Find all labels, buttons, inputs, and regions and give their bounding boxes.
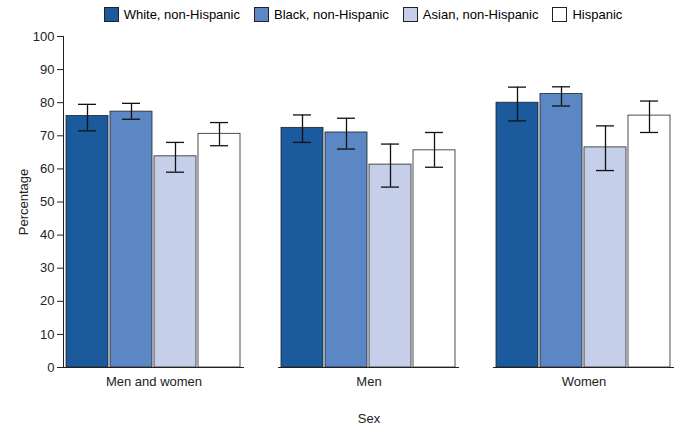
svg-text:60: 60 xyxy=(40,161,54,176)
svg-text:50: 50 xyxy=(40,194,54,209)
svg-text:70: 70 xyxy=(40,128,54,143)
html-text:Hispanic: Hispanic xyxy=(572,6,623,22)
svg-text:10: 10 xyxy=(40,327,54,342)
svg-text:0: 0 xyxy=(47,360,54,375)
svg-text:Women: Women xyxy=(562,374,607,389)
svg-text:20: 20 xyxy=(40,293,54,308)
html-text:White, non-Hispanic: White, non-Hispanic xyxy=(123,6,240,22)
svg-text:Men: Men xyxy=(356,374,381,389)
svg-text:40: 40 xyxy=(40,227,54,242)
svg-text:Percentage: Percentage xyxy=(16,169,31,236)
svg-text:Sex: Sex xyxy=(358,411,381,426)
html-text:Black, non-Hispanic: Black, non-Hispanic xyxy=(274,6,389,22)
html-text:Asian, non-Hispanic: Asian, non-Hispanic xyxy=(422,6,539,22)
svg-text:80: 80 xyxy=(40,95,54,110)
svg-text:100: 100 xyxy=(33,29,55,44)
svg-text:Men and women: Men and women xyxy=(106,374,202,389)
svg-text:30: 30 xyxy=(40,260,54,275)
svg-text:90: 90 xyxy=(40,62,54,77)
